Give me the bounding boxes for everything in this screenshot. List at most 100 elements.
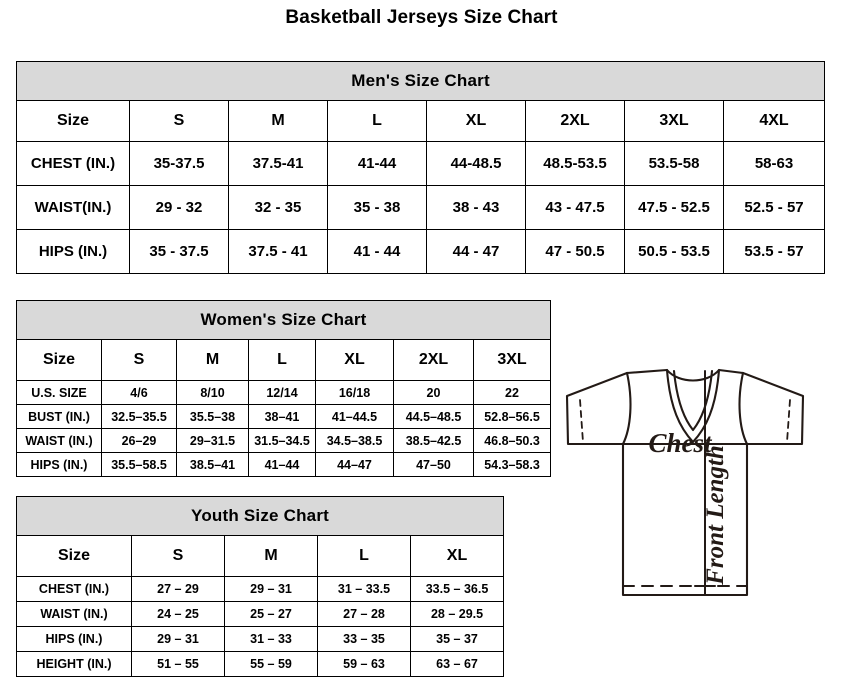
mens-hips-m: 37.5 - 41 xyxy=(228,229,328,274)
womens-hips-s: 35.5–58.5 xyxy=(101,452,177,477)
youth-caption-row: Youth Size Chart xyxy=(15,496,505,536)
left-cuff-seam xyxy=(579,399,584,443)
womens-row-label-hips: HIPS (IN.) xyxy=(16,452,102,477)
mens-waist-l: 35 - 38 xyxy=(327,185,427,230)
mens-col-header-l: L xyxy=(327,100,427,142)
mens-waist-xl: 38 - 43 xyxy=(426,185,526,230)
youth-chest-xl: 33.5 – 36.5 xyxy=(409,576,505,602)
womens-bust-2xl: 44.5–48.5 xyxy=(393,404,474,429)
youth-waist-s: 24 – 25 xyxy=(131,601,225,627)
table-row: CHEST (IN.) 35-37.5 37.5-41 41-44 44-48.… xyxy=(16,141,826,186)
table-row: HEIGHT (IN.) 51 – 55 55 – 59 59 – 63 63 … xyxy=(16,651,505,677)
page-title: Basketball Jerseys Size Chart xyxy=(285,7,558,28)
youth-waist-m: 25 – 27 xyxy=(224,601,318,627)
youth-hips-xl: 35 – 37 xyxy=(409,626,505,652)
mens-col-header-m: M xyxy=(228,100,328,142)
womens-waist-m: 29–31.5 xyxy=(176,428,249,453)
womens-ussize-s: 4/6 xyxy=(101,380,177,405)
mens-row-label-hips: HIPS (IN.) xyxy=(16,229,130,274)
mens-chest-l: 41-44 xyxy=(327,141,427,186)
mens-col-header-s: S xyxy=(129,100,229,142)
womens-row-label-us-size: U.S. SIZE xyxy=(16,380,102,405)
womens-col-header-size: Size xyxy=(16,339,102,381)
youth-hips-s: 29 – 31 xyxy=(131,626,225,652)
mens-caption-row: Men's Size Chart xyxy=(15,61,826,101)
womens-ussize-l: 12/14 xyxy=(248,380,316,405)
womens-ussize-2xl: 20 xyxy=(393,380,474,405)
right-cuff-seam xyxy=(786,399,791,443)
womens-col-header-2xl: 2XL xyxy=(393,339,474,381)
womens-col-header-3xl: 3XL xyxy=(472,339,552,381)
womens-size-chart-table: Women's Size Chart Size S M L XL 2XL 3XL… xyxy=(15,300,552,477)
table-row: U.S. SIZE 4/6 8/10 12/14 16/18 20 22 xyxy=(16,380,552,405)
womens-hips-m: 38.5–41 xyxy=(176,452,249,477)
mens-header-row: Size S M L XL 2XL 3XL 4XL xyxy=(16,100,826,142)
v-neck-outer xyxy=(665,368,721,444)
youth-col-header-l: L xyxy=(317,535,411,577)
youth-row-label-chest: CHEST (IN.) xyxy=(16,576,132,602)
table-row: CHEST (IN.) 27 – 29 29 – 31 31 – 33.5 33… xyxy=(16,576,505,602)
mens-chest-xl: 44-48.5 xyxy=(426,141,526,186)
mens-chart-caption: Men's Size Chart xyxy=(15,61,826,101)
collar-band-curve xyxy=(665,368,721,382)
womens-row-label-bust: BUST (IN.) xyxy=(16,404,102,429)
youth-col-header-xl: XL xyxy=(409,535,505,577)
youth-col-header-m: M xyxy=(224,535,318,577)
womens-ussize-m: 8/10 xyxy=(176,380,249,405)
womens-header-row: Size S M L XL 2XL 3XL xyxy=(16,339,552,381)
youth-hips-m: 31 – 33 xyxy=(224,626,318,652)
jersey-measurement-diagram: Chest Front Length xyxy=(527,352,843,642)
youth-height-s: 51 – 55 xyxy=(131,651,225,677)
womens-row-label-waist: WAIST (IN.) xyxy=(16,428,102,453)
youth-chest-l: 31 – 33.5 xyxy=(317,576,411,602)
womens-hips-xl: 44–47 xyxy=(315,452,394,477)
womens-bust-xl: 41–44.5 xyxy=(315,404,394,429)
mens-hips-4xl: 53.5 - 57 xyxy=(722,229,826,274)
table-row: HIPS (IN.) 29 – 31 31 – 33 33 – 35 35 – … xyxy=(16,626,505,652)
womens-waist-xl: 34.5–38.5 xyxy=(315,428,394,453)
mens-waist-3xl: 47.5 - 52.5 xyxy=(624,185,724,230)
v-neck-inner-rib xyxy=(672,369,714,432)
mens-waist-4xl: 52.5 - 57 xyxy=(722,185,826,230)
mens-size-chart-table: Men's Size Chart Size S M L XL 2XL 3XL 4… xyxy=(15,61,826,274)
mens-col-header-xl: XL xyxy=(426,100,526,142)
table-row: WAIST (IN.) 26–29 29–31.5 31.5–34.5 34.5… xyxy=(16,428,552,453)
right-sleeve-outline xyxy=(741,371,805,446)
left-armhole-seam xyxy=(621,371,632,446)
womens-waist-s: 26–29 xyxy=(101,428,177,453)
youth-chart-caption: Youth Size Chart xyxy=(15,496,505,536)
mens-chest-3xl: 53.5-58 xyxy=(624,141,724,186)
youth-row-label-hips: HIPS (IN.) xyxy=(16,626,132,652)
mens-col-header-4xl: 4XL xyxy=(722,100,826,142)
mens-chest-4xl: 58-63 xyxy=(722,141,826,186)
youth-row-label-height: HEIGHT (IN.) xyxy=(16,651,132,677)
mens-chest-m: 37.5-41 xyxy=(228,141,328,186)
youth-height-m: 55 – 59 xyxy=(224,651,318,677)
table-row: HIPS (IN.) 35.5–58.5 38.5–41 41–44 44–47… xyxy=(16,452,552,477)
mens-row-label-waist: WAIST(IN.) xyxy=(16,185,130,230)
womens-hips-2xl: 47–50 xyxy=(393,452,474,477)
mens-col-header-size: Size xyxy=(16,100,130,142)
table-row: WAIST (IN.) 24 – 25 25 – 27 27 – 28 28 –… xyxy=(16,601,505,627)
womens-col-header-m: M xyxy=(176,339,249,381)
left-shoulder-line xyxy=(625,368,669,375)
womens-caption-row: Women's Size Chart xyxy=(15,300,552,340)
mens-col-header-2xl: 2XL xyxy=(525,100,625,142)
youth-hips-l: 33 – 35 xyxy=(317,626,411,652)
mens-hips-xl: 44 - 47 xyxy=(426,229,526,274)
womens-waist-3xl: 46.8–50.3 xyxy=(472,428,552,453)
youth-col-header-size: Size xyxy=(16,535,132,577)
womens-col-header-xl: XL xyxy=(315,339,394,381)
youth-size-chart-table: Youth Size Chart Size S M L XL CHEST (IN… xyxy=(15,496,505,677)
mens-col-header-3xl: 3XL xyxy=(624,100,724,142)
womens-chart-caption: Women's Size Chart xyxy=(15,300,552,340)
mens-hips-3xl: 50.5 - 53.5 xyxy=(624,229,724,274)
front-length-measure-label: Front Length xyxy=(702,445,729,586)
youth-waist-xl: 28 – 29.5 xyxy=(409,601,505,627)
table-row: BUST (IN.) 32.5–35.5 35.5–38 38–41 41–44… xyxy=(16,404,552,429)
mens-waist-s: 29 - 32 xyxy=(129,185,229,230)
womens-bust-m: 35.5–38 xyxy=(176,404,249,429)
womens-hips-3xl: 54.3–58.3 xyxy=(472,452,552,477)
mens-chest-2xl: 48.5-53.5 xyxy=(525,141,625,186)
womens-col-header-s: S xyxy=(101,339,177,381)
